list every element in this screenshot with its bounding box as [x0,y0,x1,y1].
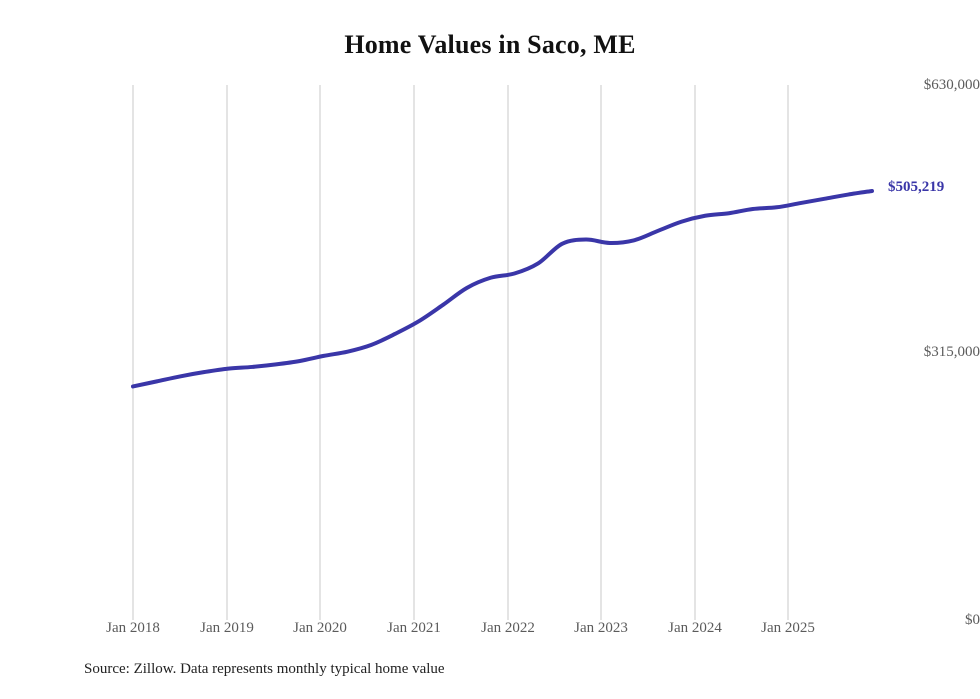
x-axis-tick-label: Jan 2022 [481,620,535,636]
y-axis-tick-label: $0 [965,612,980,628]
x-axis-tick-label: Jan 2020 [293,620,347,636]
x-axis-tick-label: Jan 2021 [387,620,441,636]
x-axis-tick-label: Jan 2018 [106,620,160,636]
x-axis-tick-label: Jan 2023 [574,620,628,636]
end-value-annotation: $505,219 [888,178,945,195]
home-value-line [131,188,874,389]
source-note: Source: Zillow. Data represents monthly … [84,661,445,677]
y-axis-tick-label: $315,000 [923,344,980,360]
x-axis-tick-label: Jan 2019 [200,620,254,636]
chart-title: Home Values in Saco, ME [344,30,636,59]
x-axis-tick-label: Jan 2024 [668,620,722,636]
gridlines-group [132,85,789,620]
x-axis-tick-label: Jan 2025 [761,620,815,636]
y-axis-tick-label: $630,000 [923,77,980,93]
